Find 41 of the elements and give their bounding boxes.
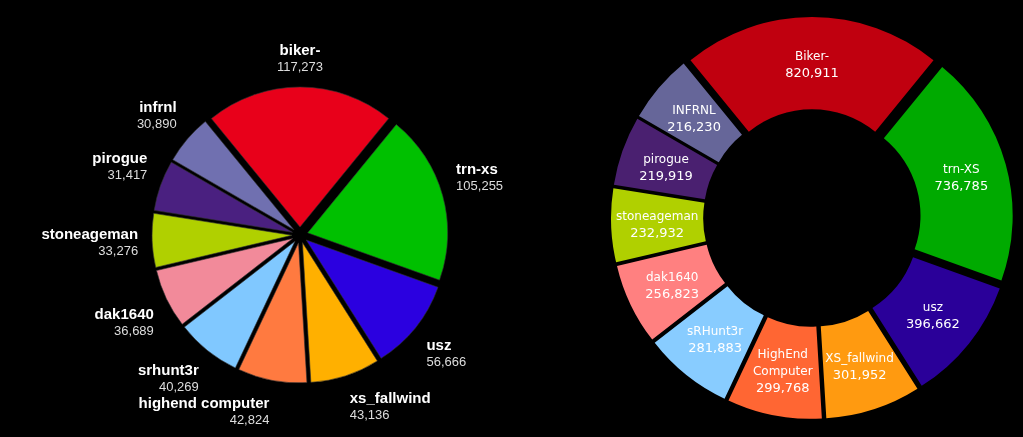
slice-label: INFRNL: [672, 103, 717, 118]
slice-label: xs_fallwind: [349, 389, 431, 407]
data-label: 219,919: [639, 167, 693, 183]
donut-slice: [613, 118, 718, 200]
data-label: 117,273: [276, 59, 324, 74]
slice-label: highend computer: [138, 394, 270, 412]
slice-label: dak1640: [645, 270, 699, 285]
slice-label: XS_fallwind: [825, 350, 894, 365]
data-label: 281,883: [688, 340, 743, 356]
data-label: 301,952: [832, 366, 887, 382]
data-label: 736,785: [934, 178, 989, 194]
slice-label: sRHunt3r: [687, 324, 744, 339]
data-label: 56,666: [426, 354, 467, 370]
slice-label: trn-XS: [942, 162, 980, 177]
slice-label: stoneageman: [616, 209, 699, 224]
slice-label: stoneageman: [41, 224, 139, 242]
slice-label: pirogue: [92, 148, 148, 166]
data-label: 31,417: [107, 166, 148, 182]
data-label: 30,890: [136, 116, 177, 131]
data-label: 105,255: [456, 177, 504, 193]
data-label: 256,823: [645, 286, 700, 302]
data-label: 43,136: [349, 407, 390, 423]
data-label: 42,824: [229, 412, 270, 428]
slice-label: biker-: [279, 41, 321, 58]
slice-label: Biker-: [795, 48, 829, 63]
data-label: 396,662: [906, 316, 960, 332]
data-label: 33,276: [98, 242, 139, 258]
slice-label: dak1640: [94, 304, 154, 322]
data-label: 40,269: [158, 379, 199, 395]
slice-label: trn-xs: [456, 159, 498, 177]
data-label: 36,689: [114, 322, 154, 338]
slice-label: infrnl: [139, 98, 177, 115]
slice-label: usz: [922, 300, 943, 315]
data-label: 820,911: [785, 64, 839, 80]
data-label: 299,768: [755, 380, 810, 396]
data-label: 232,932: [630, 225, 685, 241]
slice-label: srhunt3r: [137, 361, 199, 379]
slice-label: HighEnd Computer: [752, 347, 813, 379]
slice-label: pirogue: [643, 151, 689, 166]
data-label: 216,230: [667, 119, 721, 135]
slice-label: usz: [426, 336, 452, 354]
